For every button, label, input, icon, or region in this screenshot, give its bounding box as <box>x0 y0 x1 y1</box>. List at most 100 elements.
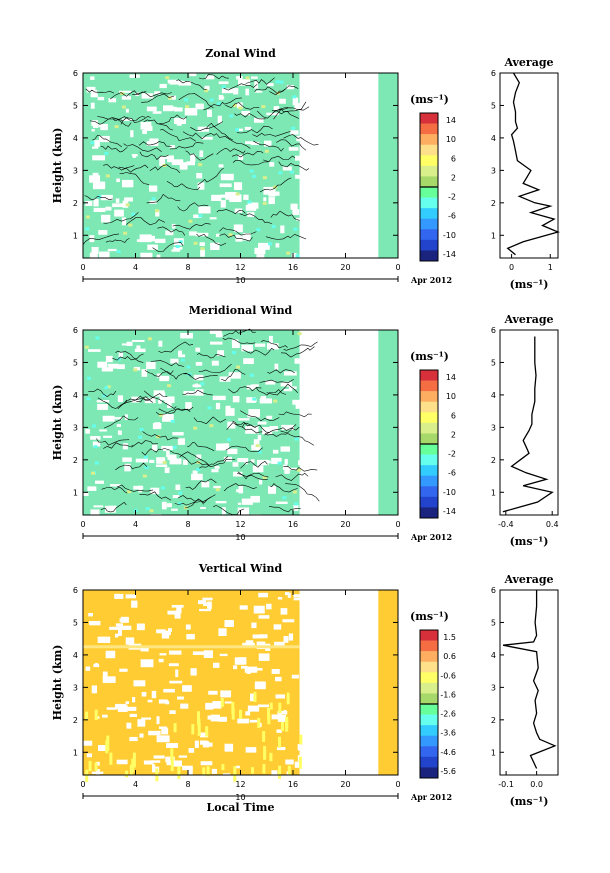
heatmap-cell <box>106 707 117 710</box>
heatmap-cell <box>200 249 205 257</box>
heatmap <box>83 590 398 783</box>
contour-line <box>231 150 264 158</box>
contour-line <box>178 93 214 109</box>
heatmap-cell <box>88 349 101 352</box>
heatmap-cell <box>288 633 294 641</box>
heatmap-cell <box>171 159 184 166</box>
contour-line <box>264 424 297 437</box>
x-tick-label: 8 <box>185 520 190 529</box>
heatmap-cell <box>121 217 127 226</box>
heatmap-cell <box>109 366 119 369</box>
contour-line <box>132 91 172 98</box>
contour-line <box>285 483 320 502</box>
heatmap-cell <box>87 486 97 491</box>
heatmap-cell <box>128 223 133 227</box>
heatmap-cell <box>232 342 240 348</box>
heatmap-cell <box>149 138 159 146</box>
heatmap-cell <box>149 760 161 763</box>
heatmap-cell <box>262 201 267 205</box>
contour-line <box>283 134 319 146</box>
heatmap-cell <box>121 96 132 100</box>
heatmap-cell <box>183 459 188 465</box>
heatmap-cell <box>121 179 134 188</box>
heatmap-cell <box>117 364 125 370</box>
heatmap-cell <box>241 344 253 352</box>
heatmap-cell <box>292 97 299 106</box>
heatmap-cell <box>184 107 198 116</box>
x-tick-label: 12 <box>235 780 245 789</box>
heatmap-cell <box>254 117 264 123</box>
contour-line <box>240 410 280 422</box>
contour-line <box>199 74 229 80</box>
heatmap-cell <box>93 505 104 508</box>
heatmap-cell <box>114 209 124 217</box>
heatmap-cell <box>119 90 132 93</box>
heatmap-cell <box>266 112 280 116</box>
heatmap-cell <box>170 756 174 772</box>
colorbar-segment <box>420 661 438 673</box>
heatmap-cell <box>295 174 303 179</box>
heatmap-cell <box>114 593 124 599</box>
heatmap-cell <box>145 507 150 511</box>
colorbar-tick-label: 2 <box>451 173 456 182</box>
heatmap-cell <box>94 663 98 666</box>
avg-x-tick-label: 1 <box>548 263 553 272</box>
heatmap-cell <box>284 466 290 474</box>
heatmap-cell <box>140 645 149 652</box>
heatmap-cell <box>211 194 222 201</box>
heatmap-cell <box>141 93 154 99</box>
average-frame <box>499 589 559 776</box>
avg-y-tick-label: 3 <box>491 683 496 692</box>
heatmap-cell <box>269 425 278 432</box>
heatmap-cell <box>139 428 144 432</box>
heatmap-cell <box>197 600 207 605</box>
contour-line <box>144 370 174 377</box>
heatmap-cell <box>131 758 135 773</box>
colorbar-tick-label: -14 <box>443 507 456 516</box>
heatmap-cell <box>151 690 157 699</box>
heatmap-cell <box>213 662 220 668</box>
colorbar-tick-label: 1.5 <box>443 633 456 642</box>
heatmap-cell <box>105 650 116 659</box>
heatmap-cell <box>292 209 300 216</box>
heatmap-cell <box>277 597 283 600</box>
data-gap <box>299 330 379 515</box>
heatmap-cell <box>118 352 123 358</box>
heatmap-cell <box>143 455 148 459</box>
heatmap-cell <box>238 154 244 160</box>
contour-line <box>263 155 296 163</box>
heatmap-cell <box>137 719 146 727</box>
avg-x-tick-label: -0.4 <box>498 520 514 529</box>
heatmap-cell <box>95 480 104 484</box>
heatmap-cell <box>87 376 92 380</box>
heatmap-cell <box>168 663 179 667</box>
heatmap-cell <box>225 192 238 196</box>
heatmap-cell <box>172 445 177 449</box>
heatmap-cell <box>219 376 231 382</box>
heatmap-cell <box>234 128 239 132</box>
heatmap-cell <box>233 766 237 782</box>
heatmap-cell <box>295 404 305 409</box>
heatmap-cell <box>211 768 218 774</box>
contour-line <box>225 102 260 110</box>
heatmap-cell <box>268 191 280 196</box>
heatmap-cell <box>257 704 269 708</box>
heatmap-cell <box>133 485 144 490</box>
heatmap-cell <box>288 386 297 390</box>
heatmap-cell <box>241 111 251 116</box>
heatmap-cell <box>115 623 124 627</box>
colorbar-segment <box>420 767 438 779</box>
heatmap-cell <box>233 471 243 477</box>
heatmap-cell <box>158 726 168 730</box>
heatmap-cell <box>139 234 152 243</box>
heatmap-cell <box>85 666 91 671</box>
heatmap-cell <box>190 153 196 162</box>
heatmap-cell <box>234 182 243 191</box>
heatmap-cell <box>282 496 287 500</box>
heatmap-cell <box>232 462 239 467</box>
heatmap-cell <box>207 109 212 118</box>
heatmap-cell <box>216 102 221 106</box>
heatmap-cell <box>228 233 233 237</box>
heatmap-cell <box>193 426 198 430</box>
